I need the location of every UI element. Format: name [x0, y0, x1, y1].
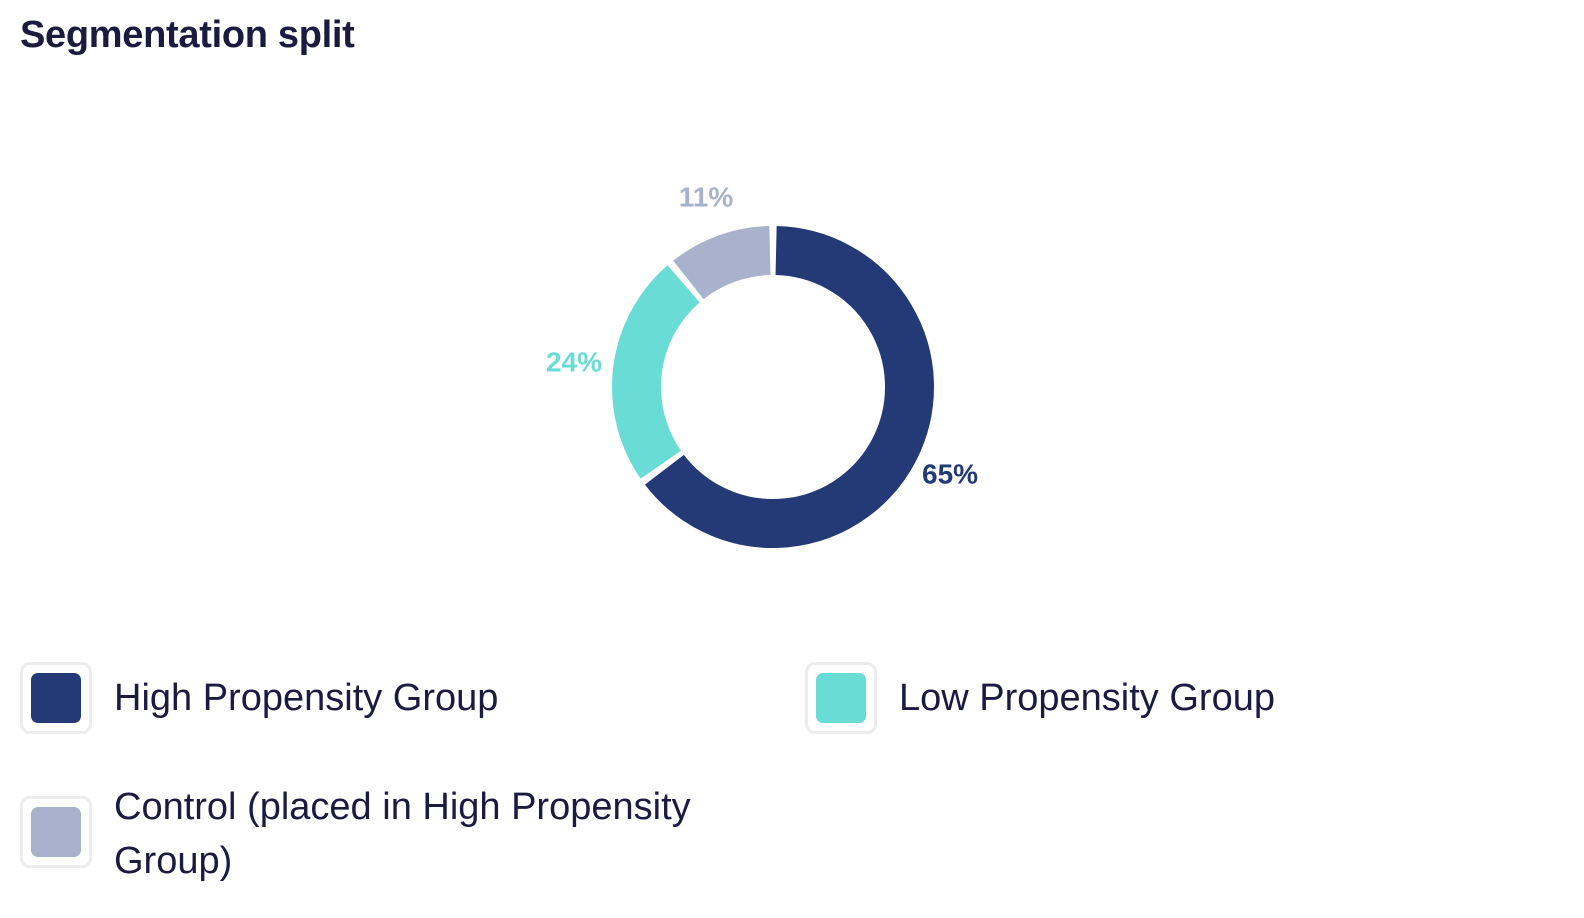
- donut-label-2: 11%: [679, 181, 734, 212]
- donut-slice-1[interactable]: [612, 265, 701, 479]
- legend-item-low-propensity[interactable]: Low Propensity Group: [805, 662, 1519, 734]
- legend-swatch-control: [31, 807, 81, 857]
- legend-label-low-propensity: Low Propensity Group: [899, 677, 1275, 719]
- legend-item-control[interactable]: Control (placed in High Propensity Group…: [20, 786, 754, 888]
- legend-swatch-low-propensity: [816, 673, 866, 723]
- legend-label-high-propensity: High Propensity Group: [114, 677, 499, 719]
- legend-swatch-frame: [20, 662, 92, 734]
- legend-swatch-high-propensity: [31, 673, 81, 723]
- legend-swatch-frame: [20, 796, 92, 868]
- chart-title: Segmentation split: [20, 14, 355, 56]
- donut-label-1: 24%: [546, 346, 602, 377]
- legend-item-high-propensity[interactable]: High Propensity Group: [20, 662, 734, 734]
- donut-label-0: 65%: [922, 458, 978, 489]
- legend-label-control: Control (placed in High Propensity Group…: [114, 786, 691, 882]
- donut-slice-2[interactable]: [673, 226, 772, 300]
- legend-swatch-frame: [805, 662, 877, 734]
- donut-slice-0[interactable]: [644, 226, 934, 548]
- donut-chart: 65% 24% 11%: [546, 181, 978, 548]
